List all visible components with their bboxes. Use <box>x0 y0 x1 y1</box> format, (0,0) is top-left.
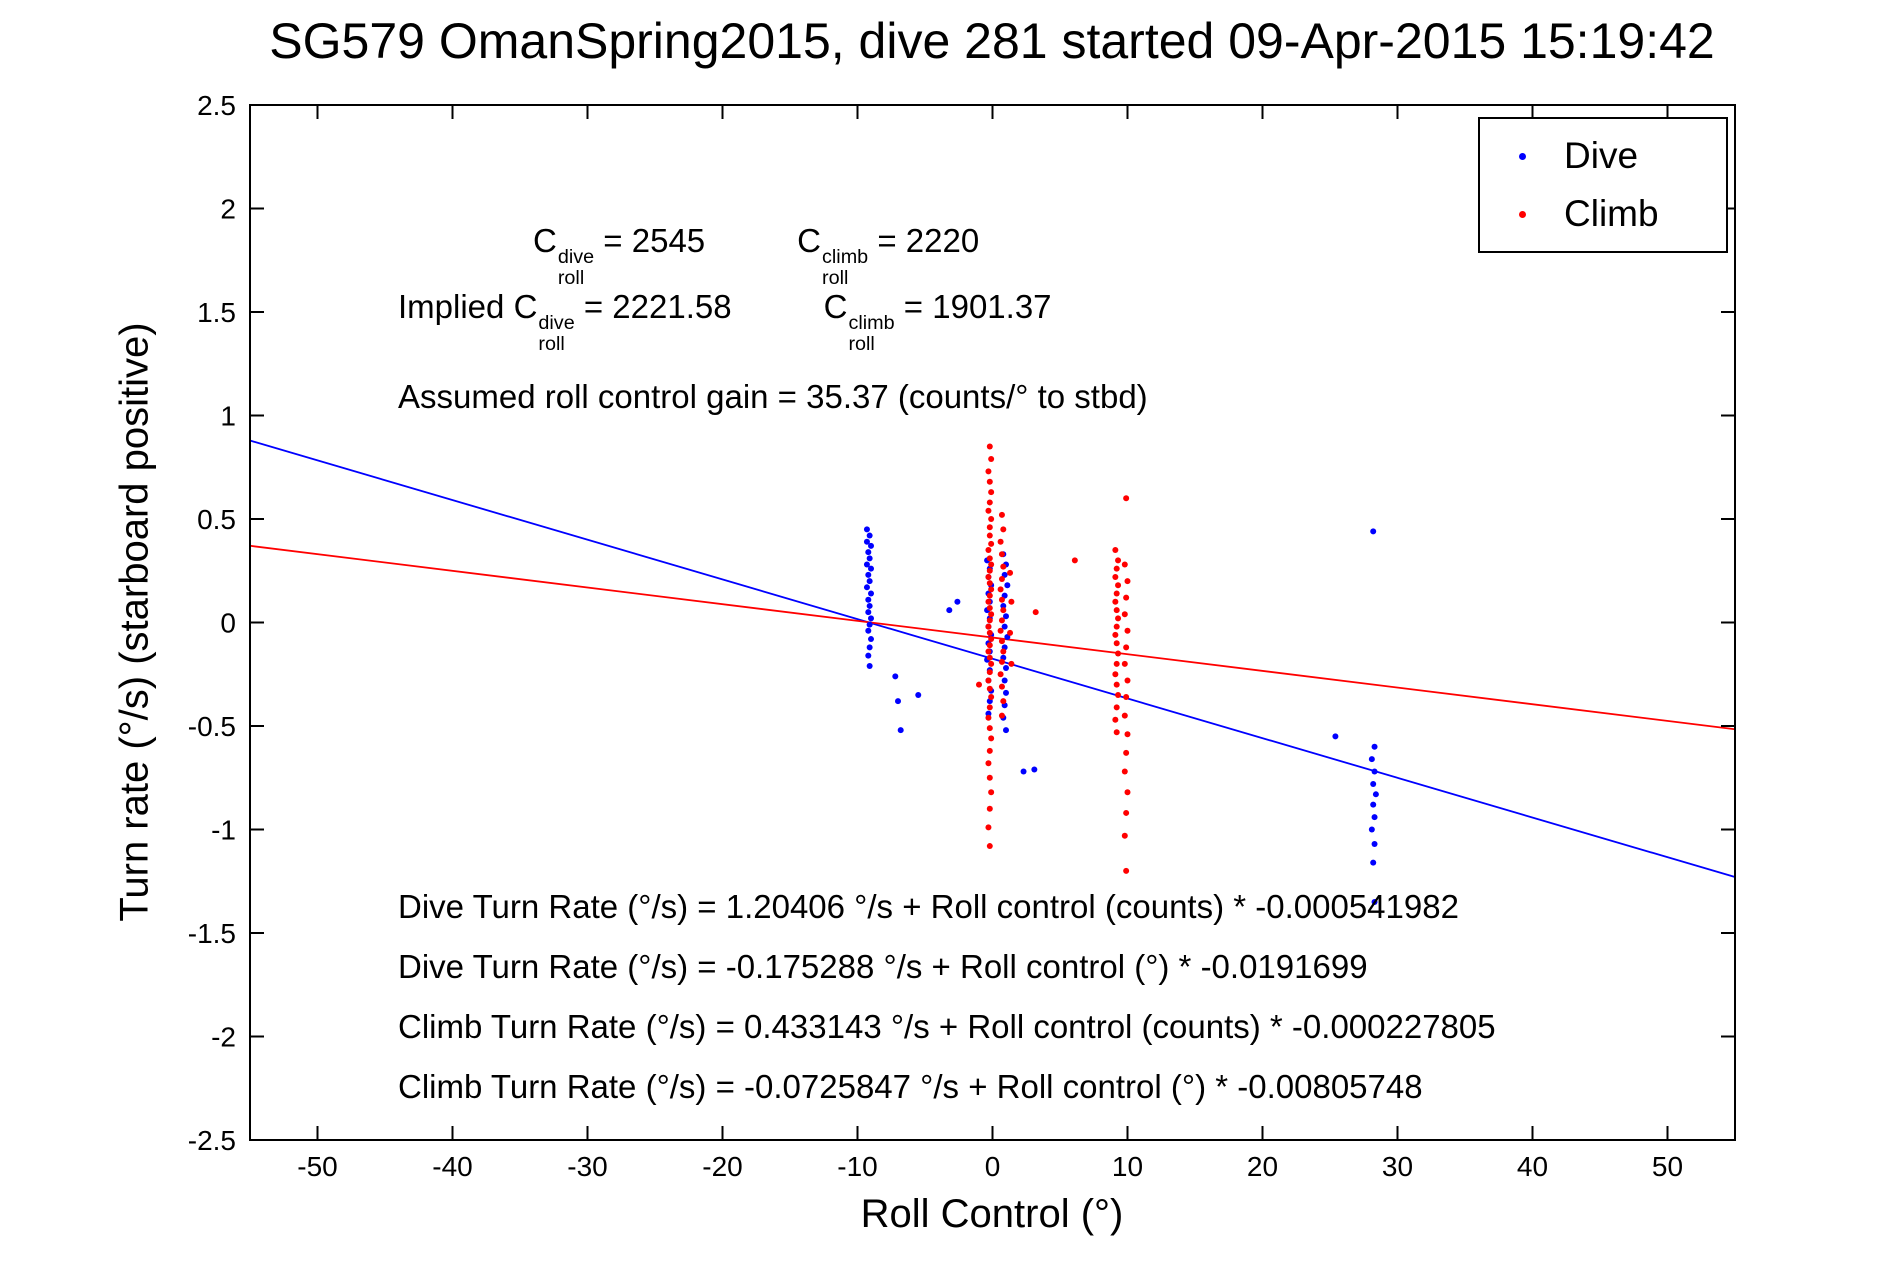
x-axis-label: Roll Control (°) <box>860 1192 1124 1236</box>
svg-text:0: 0 <box>985 1151 1001 1182</box>
svg-text:0.5: 0.5 <box>197 504 236 535</box>
legend-item-dive: Dive <box>1480 127 1726 185</box>
dive-degrees-equation: Dive Turn Rate (°/s) = -0.175288 °/s + R… <box>398 948 1368 985</box>
svg-text:-50: -50 <box>297 1151 337 1182</box>
svg-text:10: 10 <box>1112 1151 1143 1182</box>
roll-gain-annotation: Assumed roll control gain = 35.37 (count… <box>398 378 1148 415</box>
svg-text:1: 1 <box>220 401 236 432</box>
climb-degrees-equation: Climb Turn Rate (°/s) = -0.0725847 °/s +… <box>398 1068 1423 1105</box>
svg-text:1.5: 1.5 <box>197 297 236 328</box>
climb-counts-equation: Climb Turn Rate (°/s) = 0.433143 °/s + R… <box>398 1008 1496 1045</box>
climb-marker-dot <box>1518 210 1526 218</box>
svg-text:50: 50 <box>1652 1151 1683 1182</box>
svg-text:2: 2 <box>220 194 236 225</box>
svg-text:20: 20 <box>1247 1151 1278 1182</box>
svg-text:-0.5: -0.5 <box>188 711 236 742</box>
svg-text:-2.5: -2.5 <box>188 1125 236 1156</box>
chart-title: SG579 OmanSpring2015, dive 281 started 0… <box>269 13 1715 69</box>
svg-text:-40: -40 <box>432 1151 472 1182</box>
y-axis-label: Turn rate (°/s) (starboard positive) <box>112 322 157 922</box>
svg-text:-10: -10 <box>837 1151 877 1182</box>
svg-text:-2: -2 <box>211 1022 236 1053</box>
svg-text:0: 0 <box>220 608 236 639</box>
regression-equations: Dive Turn Rate (°/s) = 1.20406 °/s + Rol… <box>398 888 1496 1128</box>
dive-counts-equation: Dive Turn Rate (°/s) = 1.20406 °/s + Rol… <box>398 888 1459 925</box>
legend-label-dive: Dive <box>1564 135 1639 176</box>
svg-text:-30: -30 <box>567 1151 607 1182</box>
svg-text:-20: -20 <box>702 1151 742 1182</box>
svg-text:40: 40 <box>1517 1151 1548 1182</box>
legend: Dive Climb <box>1478 117 1728 253</box>
legend-item-climb: Climb <box>1480 185 1726 243</box>
dive-marker-dot <box>1518 152 1526 160</box>
legend-label-climb: Climb <box>1564 193 1659 234</box>
svg-text:30: 30 <box>1382 1151 1413 1182</box>
svg-text:2.5: 2.5 <box>197 90 236 121</box>
implied-prefix: Implied <box>398 288 514 325</box>
svg-text:-1.5: -1.5 <box>188 918 236 949</box>
svg-text:-1: -1 <box>211 815 236 846</box>
